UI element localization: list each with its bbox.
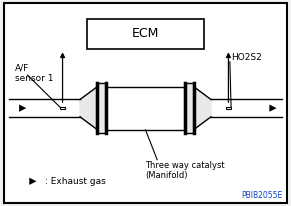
- Polygon shape: [9, 87, 97, 130]
- Text: HO2S2: HO2S2: [231, 53, 262, 62]
- Text: Three way catalyst
(Manifold): Three way catalyst (Manifold): [146, 161, 225, 180]
- Polygon shape: [80, 87, 97, 130]
- Text: PBIB2055E: PBIB2055E: [241, 191, 282, 200]
- Text: : Exhaust gas: : Exhaust gas: [45, 177, 106, 186]
- Text: ECM: ECM: [132, 27, 159, 41]
- Bar: [87, 19, 204, 49]
- Bar: [97, 83, 106, 133]
- Bar: [185, 83, 194, 133]
- Bar: [106, 87, 185, 130]
- Polygon shape: [194, 87, 211, 130]
- Text: A/F
sensor 1: A/F sensor 1: [15, 64, 53, 83]
- Polygon shape: [194, 87, 282, 130]
- Bar: [226, 107, 231, 109]
- Bar: [60, 107, 65, 109]
